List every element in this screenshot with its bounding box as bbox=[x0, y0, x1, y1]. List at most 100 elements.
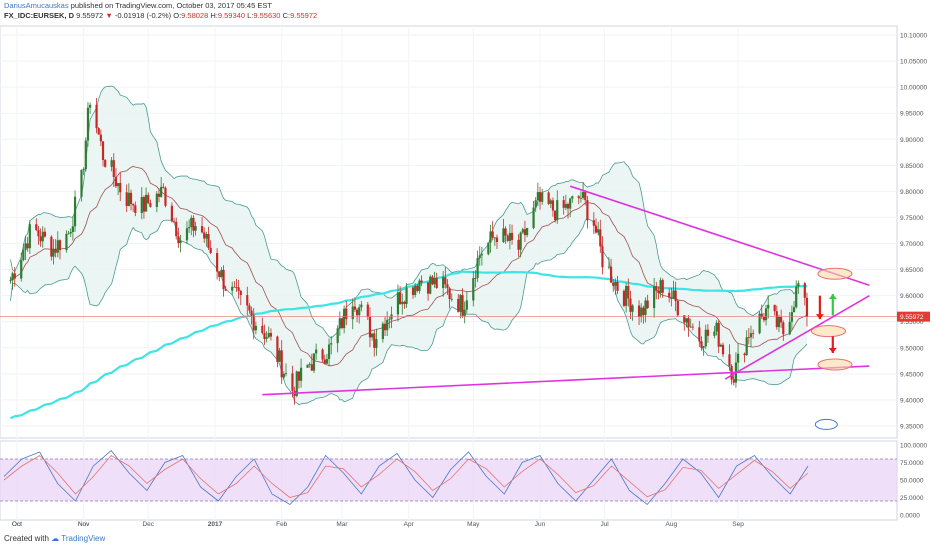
y-tick-label: 9.50000 bbox=[900, 345, 924, 352]
candle-body bbox=[687, 318, 690, 327]
candle-body bbox=[797, 283, 800, 287]
candle-body bbox=[788, 321, 791, 335]
candle-body bbox=[702, 346, 705, 348]
candle-body bbox=[523, 229, 527, 236]
candle-body bbox=[655, 286, 658, 291]
candle-body bbox=[581, 191, 585, 198]
candle-body bbox=[142, 197, 146, 212]
y-tick-label: 9.40000 bbox=[900, 397, 924, 404]
candle-body bbox=[803, 283, 806, 298]
support-trendline bbox=[262, 365, 870, 396]
candle-body bbox=[209, 247, 212, 253]
candle-body bbox=[73, 196, 77, 227]
x-tick-label: Oct bbox=[12, 521, 22, 528]
candle-body bbox=[35, 224, 38, 230]
author-link[interactable]: DariusAmucauskas bbox=[4, 1, 69, 10]
rising-trendline bbox=[724, 294, 870, 380]
high-value: 9.59340 bbox=[217, 11, 245, 20]
candle-body bbox=[487, 242, 490, 255]
candle-body bbox=[216, 252, 219, 272]
candle-body bbox=[358, 307, 361, 316]
tradingview-link[interactable]: TradingView bbox=[61, 534, 106, 543]
candle-body bbox=[625, 285, 628, 306]
candle-body bbox=[805, 297, 809, 317]
candle-body bbox=[672, 290, 675, 299]
candle-body bbox=[200, 226, 204, 233]
candle-body bbox=[355, 309, 359, 316]
close-value: 9.55972 bbox=[290, 11, 318, 20]
candle-body bbox=[386, 319, 389, 331]
candle-body bbox=[640, 307, 643, 317]
change-value: -0.01918 (-0.2%) bbox=[114, 11, 172, 20]
candle-body bbox=[426, 282, 430, 294]
candle-body bbox=[556, 200, 559, 221]
candle-body bbox=[519, 232, 522, 250]
candle-body bbox=[495, 237, 499, 243]
down-arrow-1-head bbox=[815, 314, 824, 320]
open-value: 9.58028 bbox=[181, 11, 209, 20]
y-tick-label: 10.00000 bbox=[900, 85, 927, 92]
candle-body bbox=[239, 290, 242, 296]
candle-body bbox=[323, 359, 326, 364]
target-ellipse bbox=[817, 267, 853, 280]
candle-body bbox=[267, 333, 270, 338]
candle-body bbox=[254, 325, 257, 331]
price-chart[interactable]: 10.10000 10.05000 10.00000 9.95000 9.90000 9.… bbox=[0, 0, 932, 532]
candle-body bbox=[646, 300, 649, 309]
candle-body bbox=[719, 344, 722, 347]
ohlc-line: FX_IDC:EURSEK, D 9.55972 ▼ -0.01918 (-0.… bbox=[4, 11, 318, 20]
candle-body bbox=[170, 205, 174, 222]
candle-body bbox=[50, 236, 53, 257]
candle-body bbox=[345, 308, 348, 320]
candle-body bbox=[338, 318, 341, 329]
candle-body bbox=[450, 298, 453, 300]
candle-body bbox=[140, 197, 143, 213]
candle-body bbox=[373, 333, 376, 348]
candle-body bbox=[306, 364, 309, 368]
stoch-y-tick-label: 0.0000 bbox=[900, 513, 920, 520]
candle-body bbox=[299, 367, 303, 381]
candle-body bbox=[517, 239, 520, 250]
candle-body bbox=[280, 350, 283, 378]
candle-body bbox=[534, 200, 537, 208]
candle-body bbox=[732, 379, 735, 383]
candle-body bbox=[493, 237, 496, 239]
candle-body bbox=[82, 169, 85, 170]
last-price: 9.55972 bbox=[76, 11, 104, 20]
candle-body bbox=[129, 192, 133, 205]
candle-body bbox=[147, 194, 150, 204]
candle-body bbox=[22, 250, 25, 260]
candle-body bbox=[683, 315, 686, 323]
candle-body bbox=[653, 286, 656, 309]
candle-body bbox=[571, 196, 574, 199]
candle-body bbox=[162, 186, 165, 188]
candle-body bbox=[291, 373, 294, 391]
x-tick-label: Sep bbox=[732, 521, 744, 528]
down-arrow-icon: ▼ bbox=[105, 11, 113, 20]
candle-body bbox=[327, 344, 331, 360]
bollinger-lower-line bbox=[10, 217, 808, 406]
x-tick-label: Feb bbox=[276, 521, 288, 528]
candle-body bbox=[780, 316, 783, 323]
x-tick-label: Jun bbox=[535, 521, 546, 528]
candle-body bbox=[444, 277, 447, 285]
candle-body bbox=[553, 210, 557, 221]
y-tick-label: 9.45000 bbox=[900, 371, 924, 378]
candle-body bbox=[491, 231, 494, 238]
x-tick-label: Jul bbox=[600, 521, 609, 528]
candle-body bbox=[592, 220, 595, 226]
candle-body bbox=[222, 269, 225, 290]
candle-body bbox=[446, 284, 449, 289]
candle-body bbox=[691, 326, 694, 328]
x-tick-label: Nov bbox=[78, 521, 90, 528]
candle-body bbox=[172, 221, 176, 223]
candle-body bbox=[127, 192, 130, 207]
candle-body bbox=[160, 186, 163, 197]
candle-body bbox=[506, 235, 509, 241]
target-ellipse bbox=[817, 358, 853, 371]
candle-body bbox=[336, 328, 339, 344]
candle-body bbox=[52, 248, 55, 257]
candle-body bbox=[265, 337, 268, 339]
candle-body bbox=[599, 229, 602, 247]
candle-body bbox=[676, 301, 679, 316]
